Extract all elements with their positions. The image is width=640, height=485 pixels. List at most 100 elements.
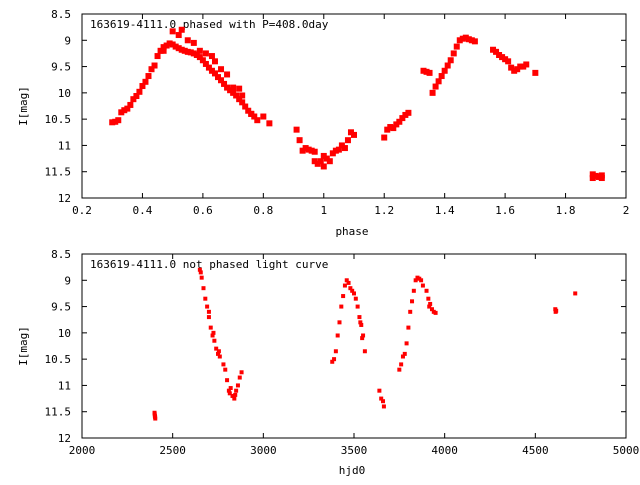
x-tick-label: 1	[320, 204, 327, 217]
data-point	[160, 47, 167, 54]
data-point	[598, 175, 605, 182]
data-point	[355, 304, 360, 309]
data-point	[453, 43, 460, 50]
data-point	[198, 270, 203, 275]
chart-title: 163619-4111.0 phased with P=408.0day	[90, 18, 329, 31]
data-point	[381, 134, 388, 141]
data-point	[302, 145, 309, 152]
data-point	[245, 107, 252, 114]
data-point	[413, 278, 418, 283]
data-point	[456, 37, 463, 44]
data-point	[381, 399, 386, 404]
data-point	[329, 150, 336, 157]
data-point	[201, 286, 206, 291]
data-point	[308, 147, 315, 154]
data-point	[228, 386, 233, 391]
data-point	[402, 351, 407, 356]
data-point	[203, 296, 208, 301]
data-point	[499, 54, 506, 61]
data-point	[350, 288, 355, 293]
data-point	[211, 330, 216, 335]
data-point	[202, 60, 209, 67]
data-point	[221, 362, 226, 367]
y-tick-label: 10	[58, 327, 71, 340]
data-point	[420, 67, 427, 74]
data-point	[311, 158, 318, 165]
data-point	[429, 89, 436, 96]
data-point	[339, 304, 344, 309]
data-point	[323, 155, 330, 162]
data-point	[187, 49, 194, 56]
data-point	[348, 286, 353, 291]
data-point	[181, 47, 188, 54]
data-point	[423, 68, 430, 75]
data-point	[317, 158, 324, 165]
data-point	[166, 40, 173, 47]
data-point	[361, 333, 366, 338]
data-point	[338, 142, 345, 149]
data-point	[468, 37, 475, 44]
data-point	[400, 354, 405, 359]
data-point	[411, 288, 416, 293]
data-point	[237, 375, 242, 380]
data-point	[127, 101, 134, 108]
data-point	[384, 126, 391, 133]
data-point	[377, 388, 382, 393]
data-point	[169, 28, 176, 35]
data-point	[514, 66, 521, 73]
data-point	[447, 57, 454, 64]
data-point	[236, 85, 243, 92]
data-point	[511, 67, 518, 74]
data-point	[465, 36, 472, 43]
data-point	[399, 115, 406, 122]
data-point	[359, 322, 364, 327]
data-point	[251, 113, 258, 120]
data-point	[211, 70, 218, 77]
data-point	[248, 110, 255, 117]
data-point	[118, 109, 125, 116]
data-point	[432, 83, 439, 90]
data-point	[242, 103, 249, 110]
data-point	[234, 388, 239, 393]
y-tick-label: 11.5	[45, 406, 72, 419]
data-point	[211, 58, 218, 65]
data-point	[333, 349, 338, 354]
data-point	[311, 148, 318, 155]
data-point	[236, 96, 243, 103]
x-tick-label: 2000	[69, 444, 96, 457]
data-point	[115, 117, 122, 124]
data-point	[227, 391, 232, 396]
data-point	[121, 107, 128, 114]
data-point	[410, 299, 415, 304]
x-tick-label: 4000	[431, 444, 458, 457]
data-point	[235, 383, 240, 388]
x-tick-label: 1.2	[374, 204, 394, 217]
plot-frame	[81, 253, 627, 439]
data-point	[142, 78, 149, 85]
data-point	[227, 87, 234, 94]
data-point	[520, 63, 527, 70]
data-point	[335, 146, 342, 153]
data-point	[335, 333, 340, 338]
data-point	[387, 124, 394, 131]
data-point	[160, 44, 167, 51]
data-point	[260, 113, 267, 120]
data-point	[184, 48, 191, 55]
data-point	[212, 338, 217, 343]
x-tick-label: 4500	[522, 444, 549, 457]
y-axis-ticks: 8.5 9 9.5 10 10.5 11 11.5 12	[45, 248, 626, 445]
data-point	[305, 146, 312, 153]
data-point	[353, 296, 358, 301]
x-tick-label: 3500	[341, 444, 368, 457]
data-point	[205, 64, 212, 71]
data-point	[358, 320, 363, 325]
x-tick-label: 0.8	[253, 204, 273, 217]
data-point	[589, 171, 596, 178]
data-point	[397, 367, 402, 372]
x-tick-label: 5000	[613, 444, 640, 457]
data-point	[233, 392, 238, 397]
data-point	[112, 118, 119, 125]
data-point	[223, 367, 228, 372]
data-point	[573, 291, 578, 296]
data-point	[314, 160, 321, 167]
